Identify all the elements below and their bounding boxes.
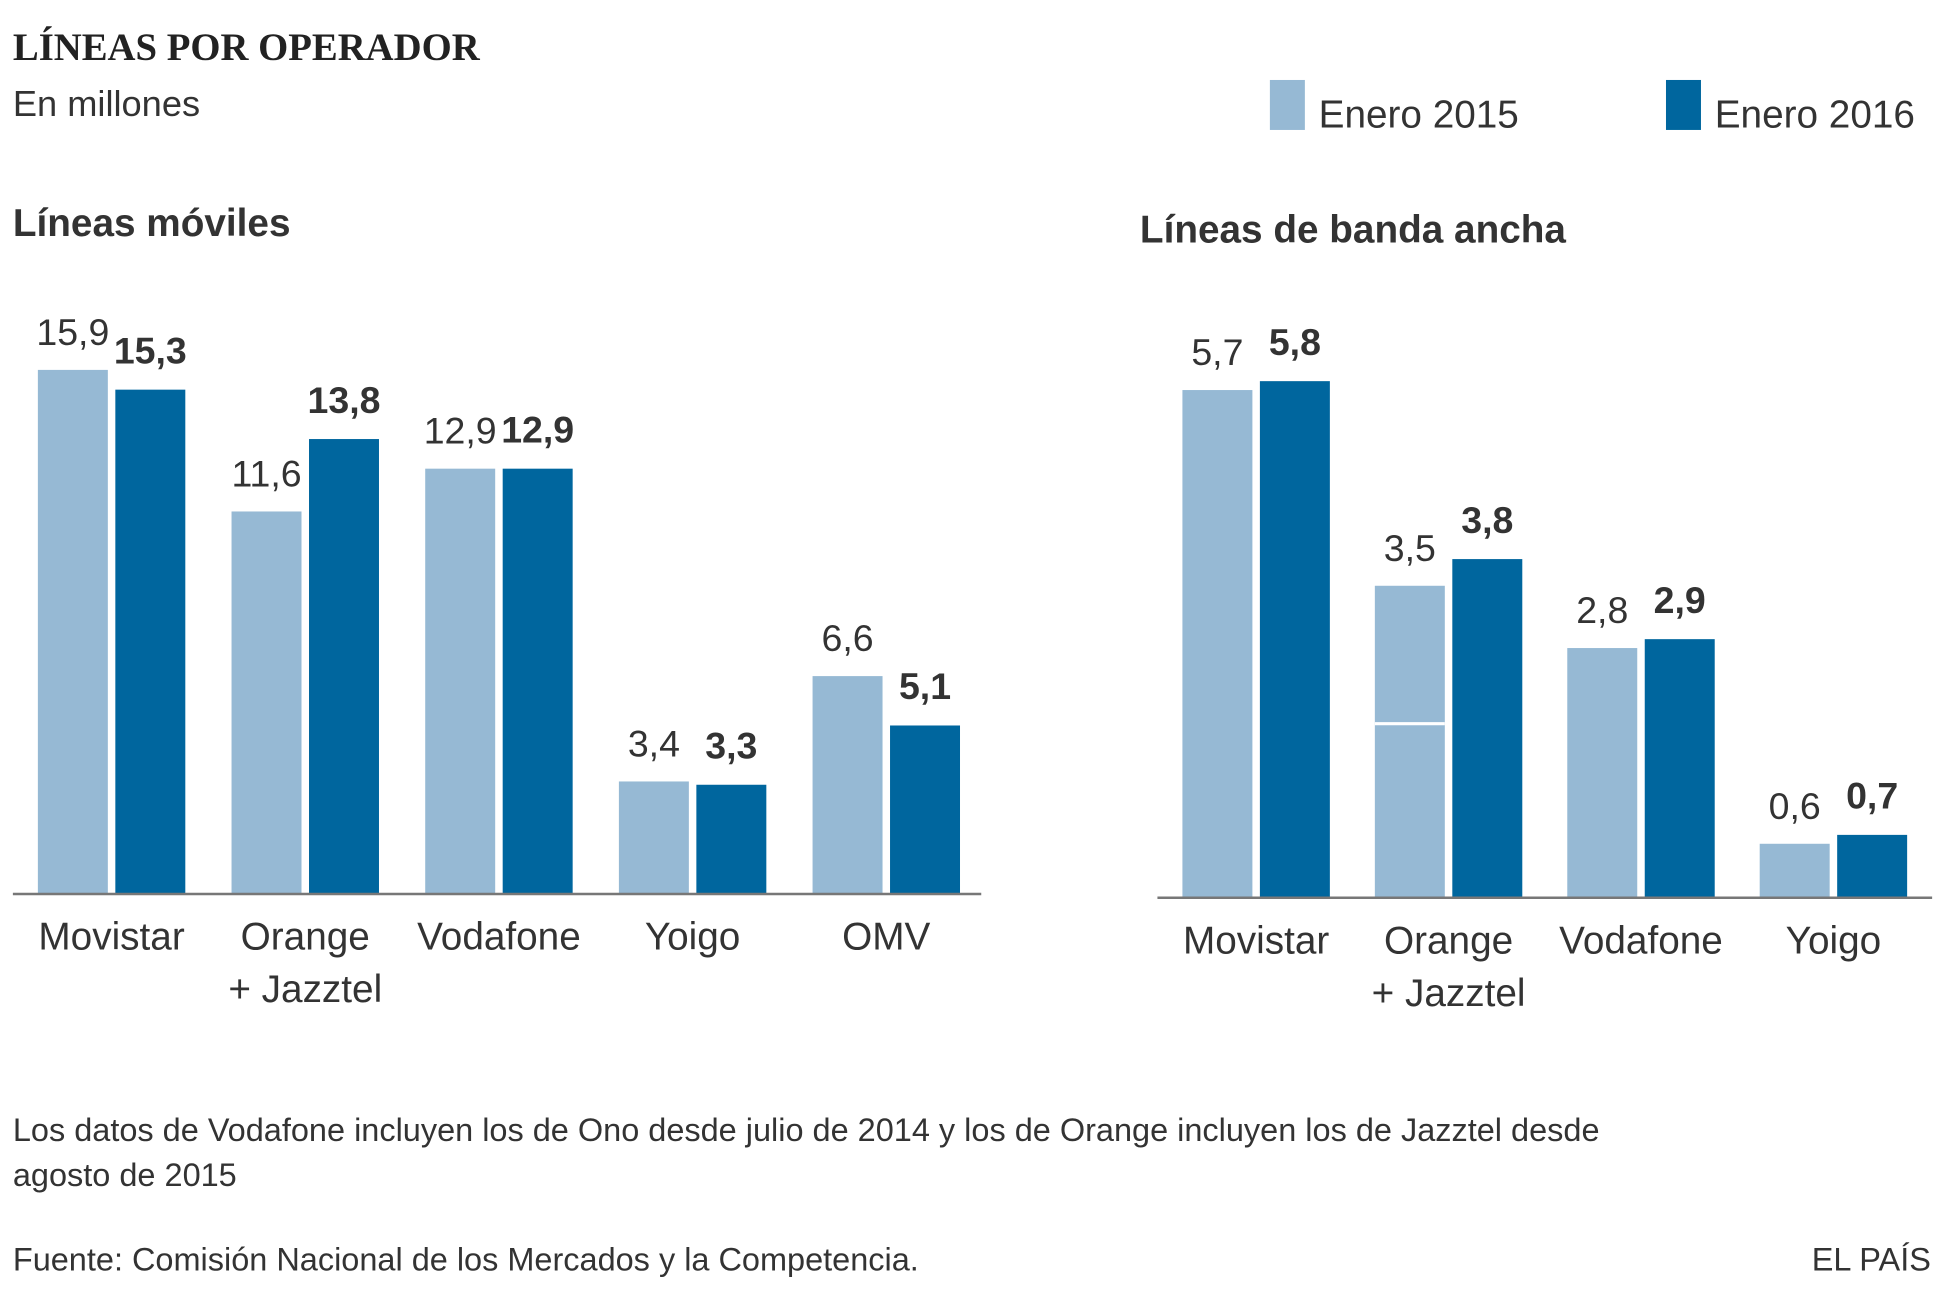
bar-2015 xyxy=(812,676,883,894)
bar-2016 xyxy=(1452,559,1523,898)
value-label: 3,8 xyxy=(1461,499,1513,541)
value-label: 2,9 xyxy=(1654,579,1706,621)
value-label: 15,3 xyxy=(114,329,187,371)
broadband-lines-chart: 5,7 5,8 Movistar 3,5 3,8 Orange + Jazztel 2,8 2,… xyxy=(1157,321,1933,1015)
value-label: 2,8 xyxy=(1576,589,1628,631)
bar-2015 xyxy=(1182,390,1253,898)
bar-2015 xyxy=(1759,843,1830,898)
bar-2016 xyxy=(309,439,379,894)
value-label: 3,3 xyxy=(705,725,757,767)
value-label: 6,6 xyxy=(822,617,874,659)
category-label: OMV xyxy=(842,916,930,959)
bar-2015 xyxy=(37,369,108,894)
value-label: 12,9 xyxy=(501,408,574,450)
bar-2016 xyxy=(1259,381,1330,898)
chart-title: LÍNEAS POR OPERADOR xyxy=(13,26,481,69)
bar-2016 xyxy=(502,468,573,894)
chart-subtitle: En millones xyxy=(13,83,200,124)
bar-2016 xyxy=(1837,834,1908,898)
bar-2016 xyxy=(1644,639,1715,898)
bar-2015 xyxy=(1567,648,1638,898)
source-note: Fuente: Comisión Nacional de los Mercado… xyxy=(13,1242,919,1278)
footnote-line-2: agosto de 2015 xyxy=(13,1157,237,1193)
legend-label-2016: Enero 2016 xyxy=(1715,93,1915,136)
value-label: 13,8 xyxy=(308,379,381,421)
category-label: Movistar xyxy=(1183,919,1329,962)
value-label: 5,7 xyxy=(1191,331,1243,373)
bar-2016 xyxy=(696,784,767,894)
category-label: + Jazztel xyxy=(1372,972,1526,1015)
category-label: Orange xyxy=(241,916,370,959)
value-label: 3,4 xyxy=(628,722,680,764)
value-label: 11,6 xyxy=(231,452,301,494)
category-label: Yoigo xyxy=(645,916,740,959)
category-label: + Jazztel xyxy=(228,968,382,1011)
value-label: 12,9 xyxy=(424,410,497,452)
brand-logo: EL PAÍS xyxy=(1812,1242,1931,1278)
bar-2015 xyxy=(618,781,689,894)
value-label: 0,6 xyxy=(1769,785,1821,827)
category-label: Vodafone xyxy=(1559,919,1723,962)
category-label: Yoigo xyxy=(1786,919,1881,962)
category-label: Vodafone xyxy=(417,916,581,959)
bar-2015 xyxy=(425,468,496,894)
footnote-line-1: Los datos de Vodafone incluyen los de On… xyxy=(13,1112,1600,1148)
category-label: Orange xyxy=(1384,919,1513,962)
legend-label-2015: Enero 2015 xyxy=(1319,93,1519,136)
value-label: 15,9 xyxy=(36,311,109,353)
bar-2016 xyxy=(890,725,961,894)
mobile-lines-chart: 15,9 15,3 Movistar 11,613,8 Orange + Jazztel 1… xyxy=(12,311,982,1011)
value-label: 0,7 xyxy=(1846,775,1898,817)
legend-swatch-2015 xyxy=(1269,79,1305,130)
broadband-chart-title: Líneas de banda ancha xyxy=(1140,208,1567,251)
value-label: 3,5 xyxy=(1384,527,1436,569)
value-label: 5,8 xyxy=(1269,321,1321,363)
bar-2016 xyxy=(115,389,186,894)
bar-2015 xyxy=(1374,585,1445,898)
mobile-chart-title: Líneas móviles xyxy=(13,202,291,245)
legend-swatch-2016 xyxy=(1665,79,1701,130)
value-label: 5,1 xyxy=(899,665,951,707)
bar-2015 xyxy=(231,511,302,894)
category-label: Movistar xyxy=(38,916,184,959)
